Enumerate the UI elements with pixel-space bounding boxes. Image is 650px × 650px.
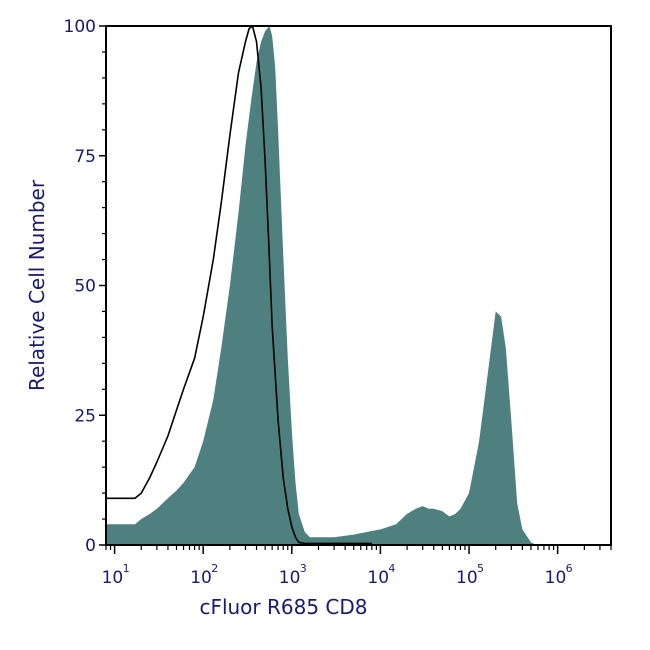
y-tick-label: 0 <box>85 536 96 556</box>
y-axis-title: Relative Cell Number <box>25 179 49 391</box>
x-tick-label-exponent: 1 <box>123 562 130 575</box>
histogram-filled-series <box>106 26 544 545</box>
y-tick-label: 100 <box>64 17 96 37</box>
x-tick-label-exponent: 2 <box>211 562 218 575</box>
x-tick-label-base: 10 <box>190 568 212 588</box>
x-tick-label-base: 10 <box>102 568 124 588</box>
x-tick-label-exponent: 3 <box>300 562 307 575</box>
x-tick-label-base: 10 <box>545 568 567 588</box>
x-tick-label-base: 10 <box>367 568 389 588</box>
y-tick-label: 25 <box>74 406 96 426</box>
x-tick-label-exponent: 5 <box>477 562 484 575</box>
x-axis-title: cFluor R685 CD8 <box>199 595 367 619</box>
y-tick-label: 75 <box>74 147 96 167</box>
plot-frame <box>105 25 612 546</box>
y-tick-label: 50 <box>74 277 96 297</box>
x-tick-label-base: 10 <box>279 568 301 588</box>
x-tick-label-base: 10 <box>456 568 478 588</box>
x-tick-label-exponent: 4 <box>388 562 395 575</box>
histogram-outline-series <box>106 25 372 545</box>
x-tick-label-exponent: 6 <box>566 562 573 575</box>
plot-area <box>106 25 544 545</box>
